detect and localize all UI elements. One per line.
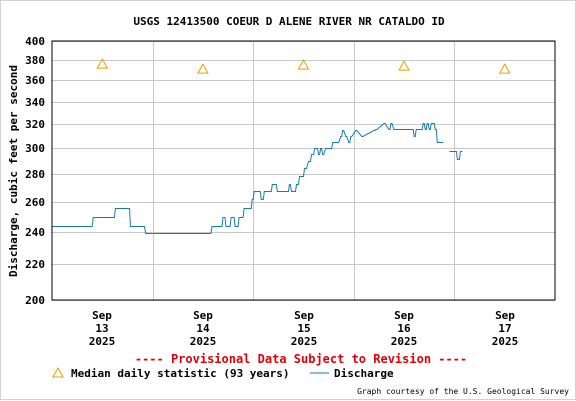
x-tick-label-day: 14 [196, 322, 210, 335]
x-tick-label-month: Sep [495, 309, 515, 322]
x-tick-label-year: 2025 [190, 335, 217, 348]
median-marker [297, 59, 310, 70]
y-tick-label: 280 [25, 168, 45, 181]
x-tick-label-day: 17 [498, 322, 511, 335]
x-tick-label-month: Sep [394, 309, 414, 322]
x-tick-label-year: 2025 [89, 335, 116, 348]
plot-area-border [51, 40, 556, 301]
y-tick-label: 240 [25, 226, 45, 239]
median-legend-label: Median daily statistic (93 years) [71, 367, 290, 380]
median-legend-marker [52, 366, 64, 378]
y-tick-label: 260 [25, 196, 45, 209]
median-marker [498, 63, 511, 74]
discharge-line [52, 123, 444, 234]
x-tick-label-month: Sep [92, 309, 112, 322]
y-axis-label: Discharge, cubic feet per second [7, 65, 20, 277]
y-tick-labels: 200 220 240 260 280 300 320 340 360 380 400 [25, 35, 45, 307]
x-tick-label-year: 2025 [291, 335, 318, 348]
x-tick-label-year: 2025 [391, 335, 418, 348]
discharge-legend-label: Discharge [334, 367, 394, 380]
x-tick-labels: Sep132025Sep142025Sep152025Sep162025Sep1… [89, 309, 519, 348]
x-tick-label-year: 2025 [492, 335, 519, 348]
y-tick-label: 400 [25, 35, 45, 48]
grid-lines [52, 41, 555, 301]
x-tick-label-month: Sep [193, 309, 213, 322]
discharge-line [449, 151, 463, 160]
y-tick-label: 340 [25, 96, 45, 109]
y-tick-label: 320 [25, 118, 45, 131]
y-tick-label: 380 [25, 54, 45, 67]
x-tick-label-month: Sep [294, 309, 314, 322]
y-tick-label: 300 [25, 142, 45, 155]
chart-title: USGS 12413500 COEUR D ALENE RIVER NR CAT… [133, 15, 445, 28]
y-tick-label: 200 [25, 294, 45, 307]
median-marker [197, 63, 209, 74]
x-tick-label-day: 16 [397, 322, 411, 335]
y-tick-label: 220 [25, 258, 45, 271]
legend: Median daily statistic (93 years) Discha… [52, 366, 394, 380]
y-tick-label: 360 [25, 74, 45, 87]
median-marker [96, 58, 109, 69]
provisional-notice: ---- Provisional Data Subject to Revisio… [135, 352, 467, 366]
graph-credit: Graph courtesy of the U.S. Geological Su… [357, 387, 569, 396]
x-tick-label-day: 13 [95, 322, 108, 335]
x-tick-label-day: 15 [297, 322, 310, 335]
series-layer [52, 58, 511, 234]
median-marker [398, 60, 410, 71]
